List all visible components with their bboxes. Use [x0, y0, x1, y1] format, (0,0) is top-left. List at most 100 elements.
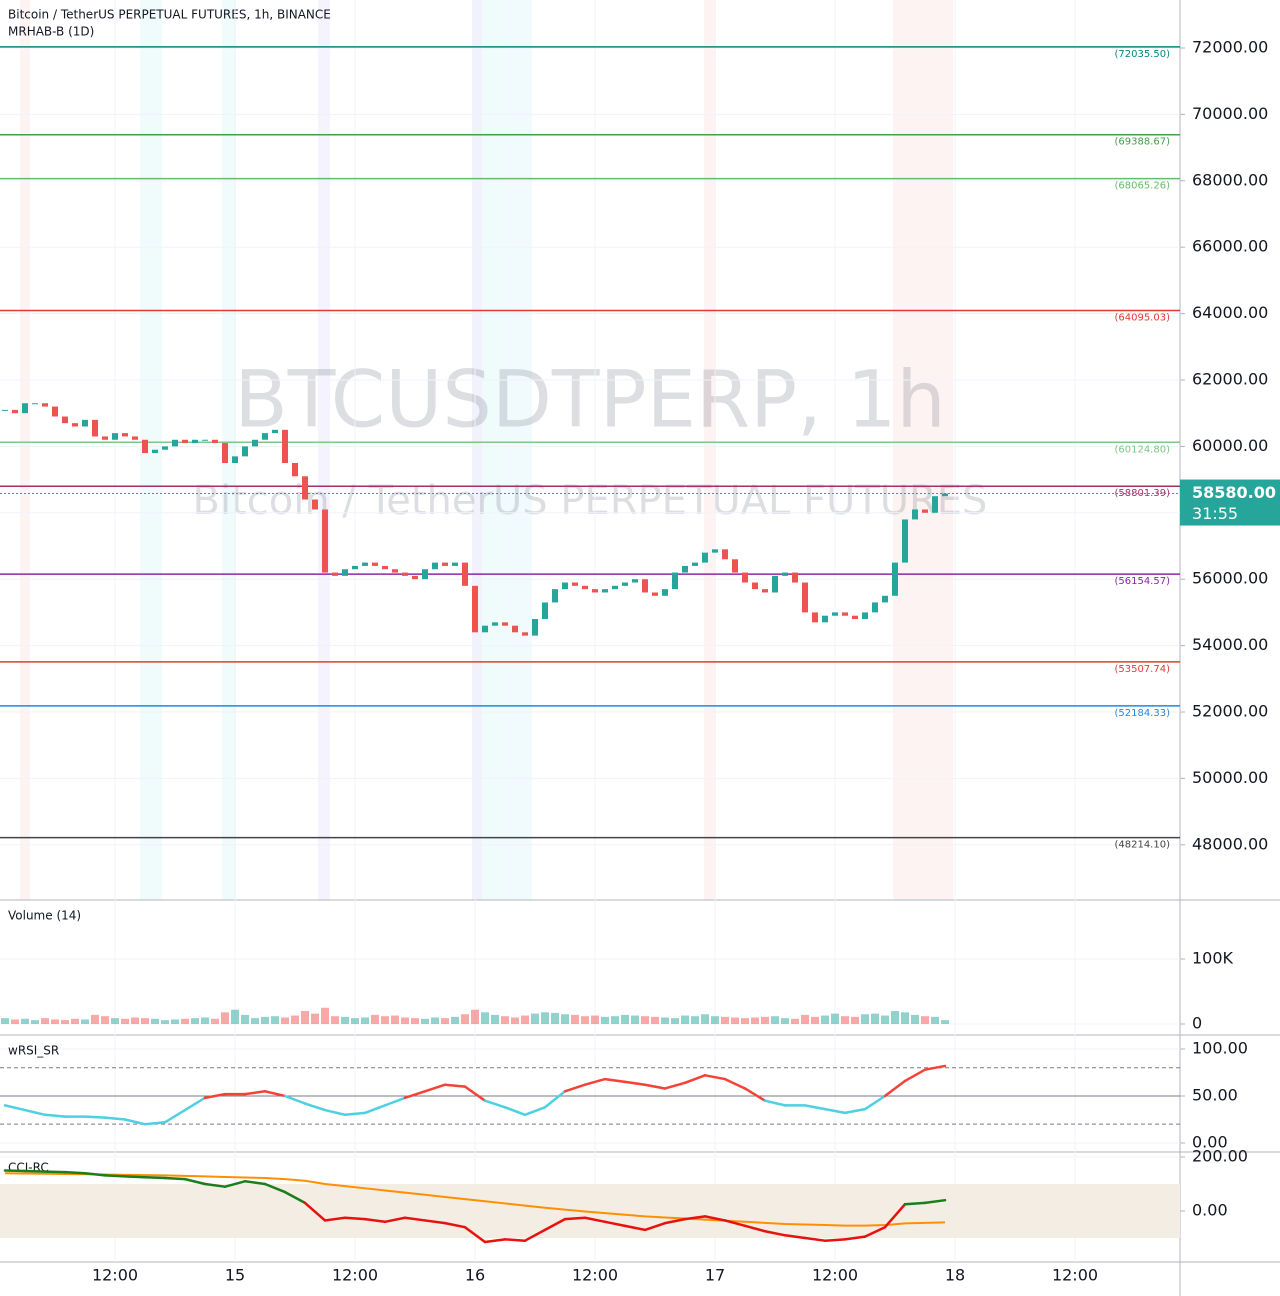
candle-body: [812, 612, 818, 623]
indicator-segment: [383, 1216, 407, 1224]
candle-body: [762, 589, 768, 593]
indicator-segment: [603, 1220, 627, 1228]
indicator-segment: [43, 1170, 67, 1174]
indicator-segment: [103, 1174, 127, 1178]
volume-bar: [331, 1016, 339, 1024]
volume-bar: [421, 1018, 429, 1024]
volume-bar: [371, 1014, 379, 1024]
volume-bar: [291, 1015, 299, 1024]
candle-body: [772, 575, 778, 593]
volume-bar: [51, 1019, 59, 1024]
x-tick-label: 15: [225, 1266, 245, 1285]
candle-body: [642, 579, 648, 593]
indicator-segment: [23, 1108, 47, 1117]
volume-bar: [921, 1016, 929, 1024]
level-label: (60124.80): [1114, 444, 1170, 455]
volume-bar: [591, 1015, 599, 1024]
volume-bar: [901, 1012, 909, 1024]
candle-body: [692, 562, 698, 566]
indicator-segment: [823, 1238, 847, 1242]
x-tick-label: 18: [945, 1266, 965, 1285]
x-tick-label: 12:00: [1052, 1266, 1098, 1285]
indicator-segment: [863, 1225, 887, 1238]
candle-body: [552, 589, 558, 603]
indicator-segment: [463, 1225, 487, 1244]
volume-bar: [671, 1018, 679, 1024]
indicator-segment: [203, 1182, 227, 1188]
candle-body: [352, 565, 358, 570]
volume-bar: [411, 1018, 419, 1024]
candle-body: [502, 622, 508, 626]
candle-body: [802, 582, 808, 613]
indicator-segment: [123, 1118, 147, 1126]
candle-body: [132, 436, 138, 440]
x-tick-label: 16: [465, 1266, 485, 1285]
volume-bar: [1, 1018, 9, 1024]
volume-bar: [551, 1012, 559, 1024]
indicator-segment: [243, 1180, 267, 1186]
y-tick-label: 0.00: [1192, 1132, 1228, 1151]
candle-body: [62, 416, 68, 424]
y-tick-label: 50000.00: [1192, 768, 1268, 787]
volume-bar: [531, 1013, 539, 1024]
indicator-segment: [563, 1083, 587, 1093]
indicator-segment: [123, 1175, 147, 1179]
candle-body: [902, 519, 908, 563]
volume-bar: [251, 1018, 259, 1024]
candle-body: [182, 439, 188, 444]
candle-body: [932, 496, 938, 513]
volume-bar: [381, 1016, 389, 1024]
volume-bar: [351, 1018, 359, 1024]
candle-body: [702, 552, 708, 563]
candle-body: [582, 585, 588, 590]
indicator-segment: [303, 1201, 327, 1222]
candle-body: [602, 589, 608, 593]
indicator-segment: [883, 1202, 907, 1229]
candle-body: [852, 615, 858, 620]
indicator-segment: [763, 1099, 787, 1107]
candle-body: [272, 429, 278, 434]
candle-body: [752, 582, 758, 590]
y-tick-label: 52000.00: [1192, 701, 1268, 720]
candle-body: [492, 622, 498, 626]
y-tick-label: 62000.00: [1192, 369, 1268, 388]
candle-body: [732, 559, 738, 573]
candle-body: [312, 499, 318, 510]
indicator-segment: [243, 1090, 267, 1096]
volume-bar: [731, 1017, 739, 1024]
volume-bar: [361, 1017, 369, 1024]
indicator-segment: [463, 1085, 487, 1102]
header-title: Bitcoin / TetherUS PERPETUAL FUTURES, 1h…: [8, 8, 331, 22]
indicator-segment: [423, 1219, 447, 1225]
indicator-segment: [663, 1217, 687, 1225]
candle-body: [662, 589, 668, 596]
candle-body: [172, 439, 178, 447]
indicator-segment: [743, 1087, 767, 1102]
y-tick-label: 48000.00: [1192, 834, 1268, 853]
volume-bar: [631, 1015, 639, 1024]
indicator-segment: [23, 1169, 47, 1173]
volume-bar: [511, 1017, 519, 1024]
y-tick-label: 50.00: [1192, 1085, 1238, 1104]
candle-body: [362, 562, 368, 566]
candle-body: [882, 595, 888, 603]
volume-bar: [341, 1016, 349, 1024]
volume-bar: [41, 1018, 49, 1024]
candle-body: [482, 625, 488, 633]
candle-body: [592, 589, 598, 593]
candle-body: [22, 403, 28, 414]
volume-bar: [741, 1018, 749, 1024]
indicator-segment: [323, 1216, 347, 1222]
volume-bar: [811, 1016, 819, 1024]
indicator-segment: [103, 1116, 127, 1121]
y-tick-label: 68000.00: [1192, 170, 1268, 189]
candle-body: [212, 439, 218, 444]
candle-body: [422, 569, 428, 580]
indicator-segment: [143, 1121, 167, 1126]
candle-body: [52, 406, 58, 417]
indicator-segment: [183, 1096, 207, 1112]
candle-body: [72, 423, 78, 427]
volume-bar: [871, 1013, 879, 1024]
indicator-segment: [923, 1198, 947, 1205]
